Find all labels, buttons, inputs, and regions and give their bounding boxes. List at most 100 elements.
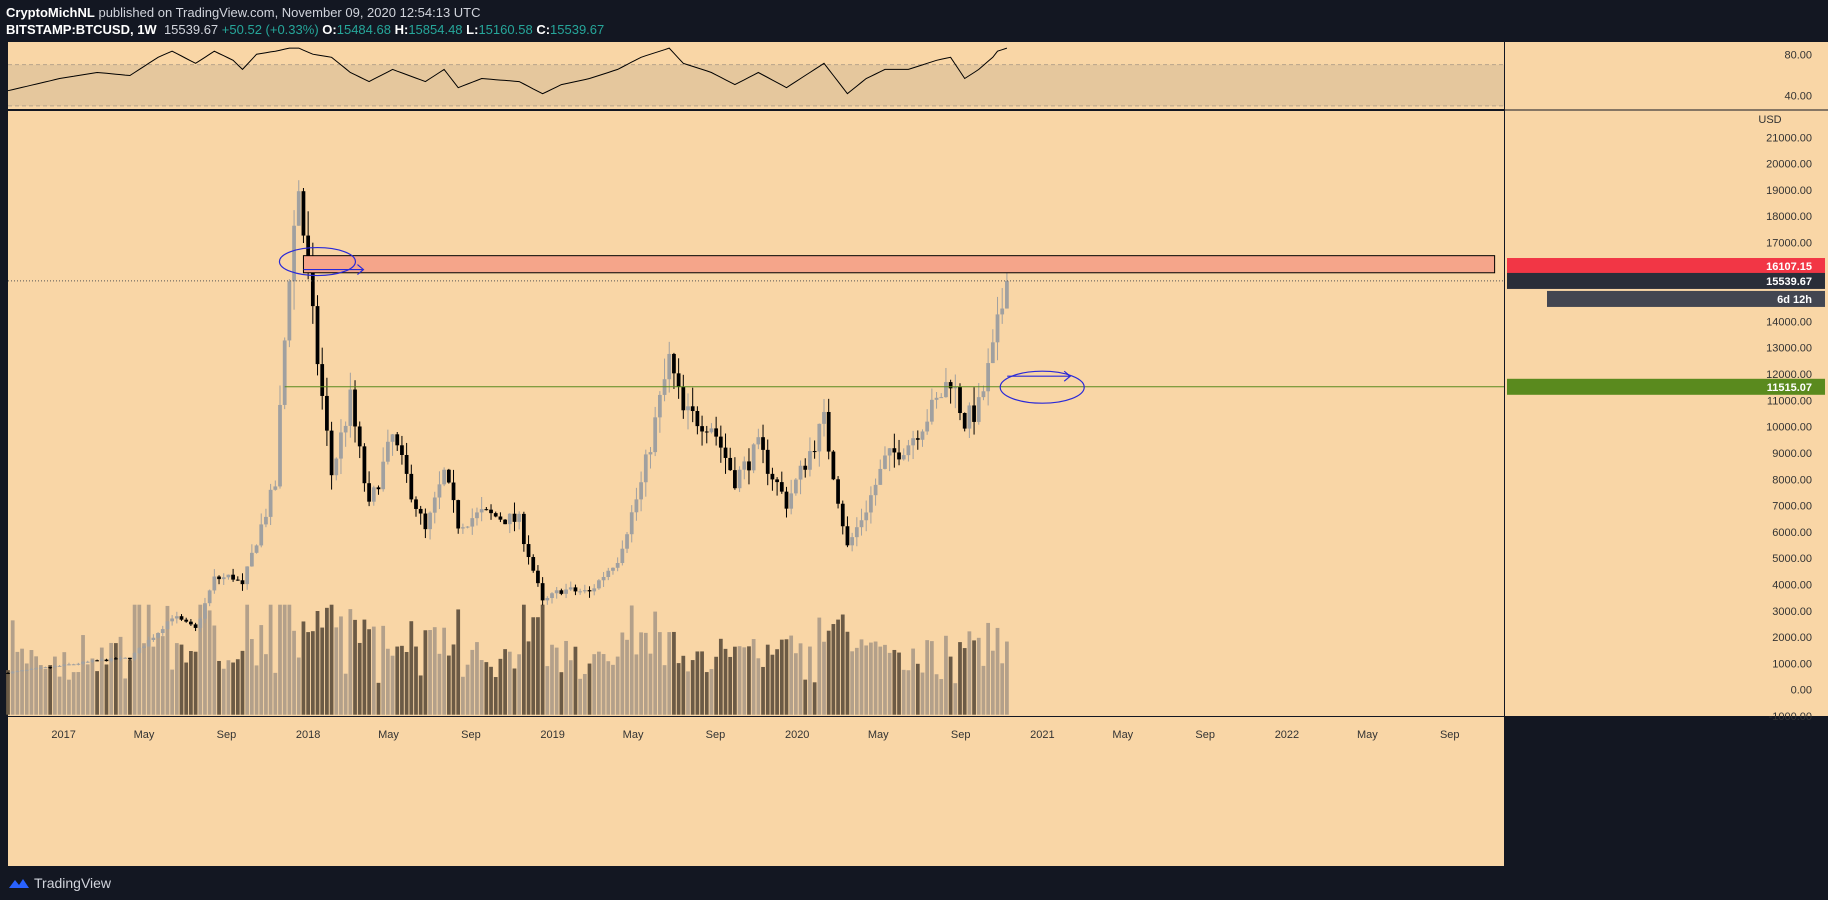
candle-body — [71, 664, 76, 666]
volume-bar — [751, 639, 756, 715]
time-tick-label: Sep — [706, 729, 726, 741]
candle-body — [95, 660, 99, 662]
candle-body — [597, 580, 601, 589]
volume-bar — [20, 648, 24, 715]
candle-body — [231, 574, 235, 580]
volume-bar — [901, 669, 906, 715]
volume-bar — [62, 652, 67, 715]
candle-body — [320, 364, 325, 396]
volume-bar — [742, 647, 747, 715]
volume-bar — [981, 665, 986, 715]
volume-bar — [198, 604, 203, 715]
candle-body — [878, 468, 883, 485]
candle-body — [128, 657, 132, 660]
volume-bar — [170, 669, 175, 715]
volume-bar — [259, 625, 264, 715]
volume-bar — [920, 672, 925, 715]
candle-body — [667, 353, 672, 380]
volume-bar — [606, 661, 611, 715]
price-tick-label: 17000.00 — [1766, 238, 1812, 250]
candle-body — [296, 191, 301, 226]
candle-body — [836, 479, 840, 504]
volume-bar — [550, 644, 554, 715]
price-tick-label: 6000.00 — [1772, 527, 1812, 539]
volume-bar — [498, 658, 503, 715]
volume-bar — [845, 631, 850, 715]
candle-body — [446, 469, 451, 483]
candle-body — [10, 671, 15, 674]
volume-bar — [461, 676, 465, 715]
candle-body — [925, 421, 930, 432]
volume-bar — [409, 621, 414, 715]
candle-body — [315, 306, 320, 365]
volume-bar — [986, 622, 991, 715]
volume-bar — [306, 632, 311, 715]
volume-bar — [29, 650, 34, 715]
volume-bar — [193, 651, 198, 715]
volume-bar — [582, 673, 587, 715]
candle-body — [953, 386, 958, 389]
candle-body — [808, 451, 812, 470]
volume-bar — [118, 636, 123, 715]
candle-body — [367, 483, 371, 502]
volume-bar — [296, 657, 301, 715]
volume-bar — [812, 682, 817, 715]
volume-bar — [540, 604, 545, 715]
volume-bar — [470, 649, 475, 715]
volume-bar — [235, 659, 240, 715]
resistance-zone[interactable] — [302, 255, 1496, 274]
volume-bar — [203, 604, 207, 715]
volume-bar — [686, 671, 690, 715]
price-tick-label: 9000.00 — [1772, 448, 1812, 460]
candle-body — [99, 659, 104, 661]
author-name[interactable]: CryptoMichNL — [6, 5, 95, 20]
candle-body — [714, 428, 719, 437]
volume-bar — [803, 679, 808, 715]
tradingview-logo[interactable]: TradingView — [8, 875, 111, 891]
volume-bar — [376, 682, 381, 715]
candle-body — [371, 487, 376, 502]
candle-body — [329, 430, 334, 476]
symbol-label[interactable]: BITSTAMP:BTCUSD, 1W — [6, 22, 157, 37]
volume-bar — [507, 651, 512, 715]
price-tick-label: 7000.00 — [1772, 501, 1812, 513]
rsi-band — [8, 64, 1504, 106]
volume-bar — [887, 652, 892, 715]
ohlc-line: BITSTAMP:BTCUSD, 1W 15539.67 +50.52 (+0.… — [6, 22, 604, 37]
price-tick-label: 14000.00 — [1766, 316, 1812, 328]
volume-bar — [240, 650, 245, 715]
volume-bar — [95, 671, 99, 715]
volume-bar — [325, 607, 329, 715]
candle-body — [489, 509, 493, 514]
btc-chart[interactable]: USD 21000.00 20000.00 19000.00 18000.00 17000… — [0, 42, 1828, 866]
candle-body — [639, 482, 643, 500]
open-label: O: — [322, 22, 337, 37]
candle-body — [601, 576, 606, 581]
volume-bar — [264, 654, 268, 715]
volume-bar — [489, 666, 493, 715]
volume-bar — [273, 672, 278, 715]
volume-bar — [10, 620, 15, 715]
candle-body — [385, 441, 390, 462]
open-value: 15484.68 — [336, 22, 391, 37]
price-tick-label: 2000.00 — [1772, 632, 1812, 644]
volume-bar — [184, 662, 189, 715]
candle-body — [709, 428, 714, 433]
volume-bar — [90, 658, 95, 715]
candle-body — [587, 590, 592, 592]
candle-body — [733, 470, 737, 489]
volume-bar — [428, 630, 432, 715]
volume-bar — [371, 626, 376, 715]
time-tick-label: May — [868, 729, 889, 741]
candle-body — [864, 512, 869, 521]
volume-bar — [723, 648, 728, 715]
candle-body — [948, 382, 953, 389]
volume-bar — [831, 624, 836, 715]
rsi-tick-label: 80.00 — [1784, 49, 1812, 61]
volume-bar — [765, 644, 770, 715]
volume-bar — [329, 604, 334, 715]
candle-body — [620, 548, 625, 564]
candle-body — [887, 448, 892, 456]
candle-body — [254, 545, 259, 553]
candle-body — [151, 637, 156, 640]
